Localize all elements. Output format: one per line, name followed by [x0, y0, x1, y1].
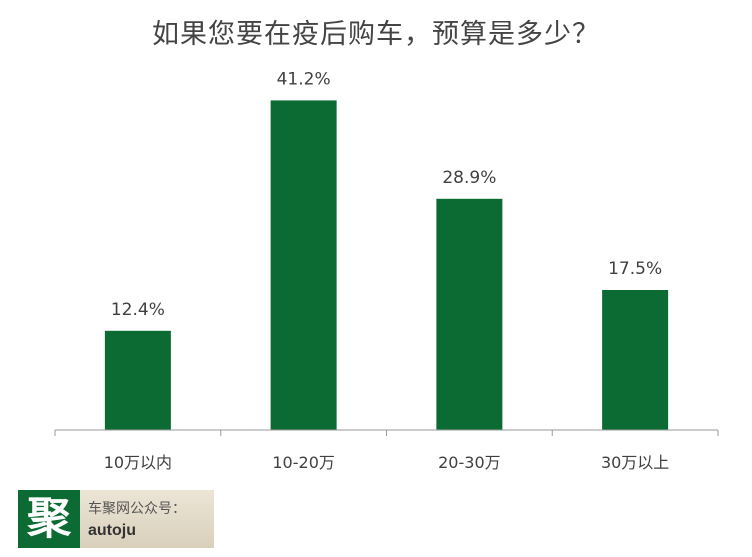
category-label: 10-20万	[272, 453, 335, 472]
bar	[104, 330, 171, 430]
bar-value-label: 12.4%	[111, 300, 165, 320]
bar-chart: 12.4% 41.2% 28.9% 17.5% 10万以内 10-20万 20-30万 30…	[54, 69, 719, 472]
bar-value-label: 41.2%	[277, 69, 331, 89]
bars-group	[104, 100, 669, 431]
brand-logo: 聚	[18, 490, 80, 548]
brand-logo-char: 聚	[27, 493, 71, 544]
chart-title: 如果您要在疫后购车，预算是多少？	[152, 19, 600, 50]
bar	[436, 198, 503, 430]
account-label: 车聚网公众号：	[88, 501, 186, 517]
bar	[602, 290, 669, 430]
watermark-band: 车聚网公众号： autoju	[80, 490, 214, 548]
bar-value-label: 28.9%	[442, 168, 496, 188]
bar-value-label: 17.5%	[608, 259, 662, 279]
category-label: 10万以内	[104, 453, 172, 472]
bar	[270, 100, 337, 431]
category-label: 30万以上	[601, 453, 669, 472]
category-labels-group: 10万以内 10-20万 20-30万 30万以上	[104, 453, 670, 472]
category-label: 20-30万	[438, 453, 501, 472]
account-id: autoju	[88, 522, 136, 539]
x-axis-ticks-group	[54, 430, 719, 436]
value-labels-group: 12.4% 41.2% 28.9% 17.5%	[111, 69, 662, 319]
